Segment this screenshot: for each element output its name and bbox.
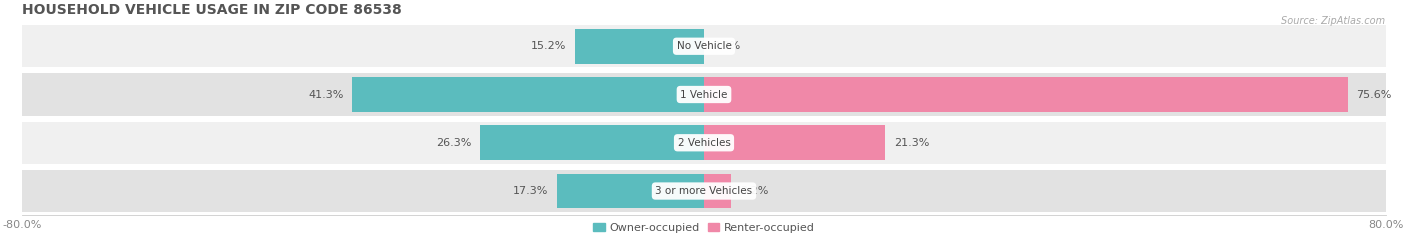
Text: 41.3%: 41.3%: [308, 89, 343, 99]
Bar: [704, 125, 886, 160]
Bar: [575, 29, 704, 64]
Bar: [22, 170, 1385, 212]
Text: 3 or more Vehicles: 3 or more Vehicles: [655, 186, 752, 196]
Bar: [22, 73, 1385, 116]
Text: No Vehicle: No Vehicle: [676, 41, 731, 51]
Bar: [704, 77, 1348, 112]
Text: 21.3%: 21.3%: [894, 138, 929, 148]
Text: 75.6%: 75.6%: [1357, 89, 1392, 99]
Text: 17.3%: 17.3%: [513, 186, 548, 196]
Text: HOUSEHOLD VEHICLE USAGE IN ZIP CODE 86538: HOUSEHOLD VEHICLE USAGE IN ZIP CODE 8653…: [22, 3, 402, 17]
Text: 3.2%: 3.2%: [740, 186, 768, 196]
Bar: [704, 174, 731, 208]
Text: 15.2%: 15.2%: [530, 41, 567, 51]
Legend: Owner-occupied, Renter-occupied: Owner-occupied, Renter-occupied: [593, 223, 814, 233]
Text: Source: ZipAtlas.com: Source: ZipAtlas.com: [1281, 16, 1385, 26]
Bar: [479, 125, 704, 160]
Bar: [22, 121, 1385, 164]
Bar: [352, 77, 704, 112]
Text: 26.3%: 26.3%: [436, 138, 471, 148]
Text: 2 Vehicles: 2 Vehicles: [678, 138, 731, 148]
Bar: [22, 25, 1385, 67]
Text: 0.0%: 0.0%: [713, 41, 741, 51]
Text: 1 Vehicle: 1 Vehicle: [681, 89, 728, 99]
Bar: [557, 174, 704, 208]
